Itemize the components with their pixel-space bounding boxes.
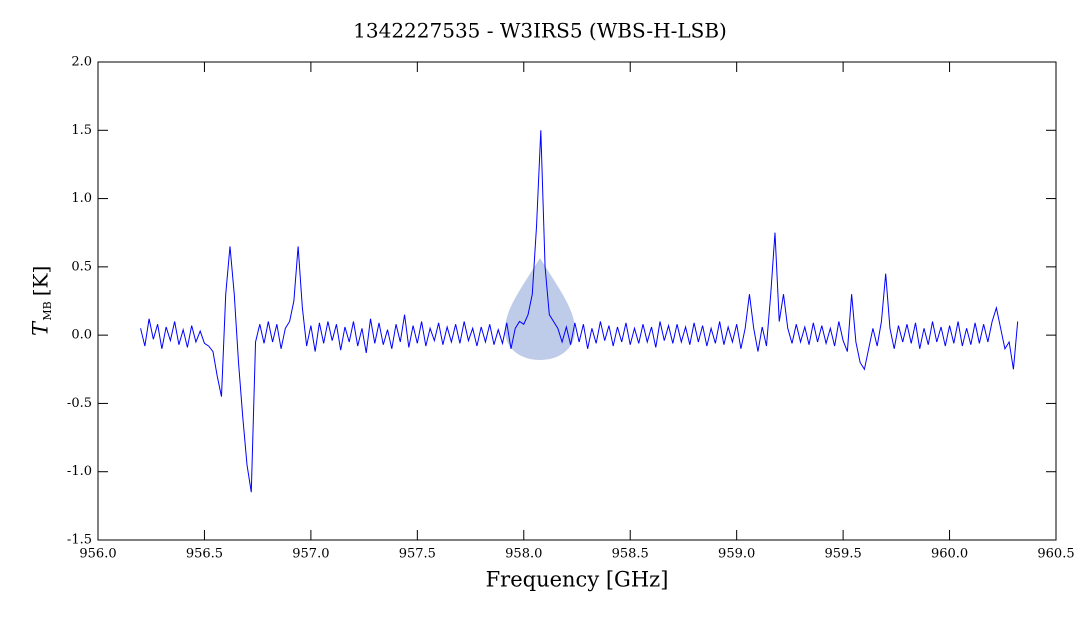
x-tick-label: 956.0 bbox=[79, 547, 116, 562]
x-tick-label: 959.0 bbox=[718, 547, 755, 562]
y-tick-label: 0.5 bbox=[71, 259, 92, 274]
y-tick-label: 1.5 bbox=[71, 123, 92, 138]
spectrum-line bbox=[140, 130, 1019, 493]
x-tick-label: 960.5 bbox=[1037, 547, 1074, 562]
x-tick-label: 958.5 bbox=[612, 547, 649, 562]
chart-title: 1342227535 - W3IRS5 (WBS-H-LSB) bbox=[353, 19, 727, 43]
x-tick-label: 960.0 bbox=[931, 547, 968, 562]
x-tick-label: 957.5 bbox=[399, 547, 436, 562]
plot-frame bbox=[97, 61, 1057, 541]
y-tick-label: -1.0 bbox=[67, 464, 92, 479]
x-tick-label: 959.5 bbox=[825, 547, 862, 562]
y-label-unit: [K] bbox=[29, 266, 53, 297]
y-tick-label: 0.0 bbox=[71, 328, 92, 343]
y-tick-label: 2.0 bbox=[71, 55, 92, 70]
watermark-logo bbox=[505, 258, 575, 360]
x-axis-label: Frequency [GHz] bbox=[486, 568, 669, 592]
y-label-main: T bbox=[29, 320, 53, 336]
y-tick-label: -0.5 bbox=[67, 396, 92, 411]
y-axis-label: T MB [K] bbox=[29, 266, 55, 336]
y-tick-label: 1.0 bbox=[71, 191, 92, 206]
y-label-sub: MB bbox=[41, 301, 54, 320]
x-tick-label: 957.0 bbox=[292, 547, 329, 562]
x-tick-label: 958.0 bbox=[505, 547, 542, 562]
x-tick-label: 956.5 bbox=[186, 547, 223, 562]
y-tick-label: -1.5 bbox=[67, 533, 92, 548]
